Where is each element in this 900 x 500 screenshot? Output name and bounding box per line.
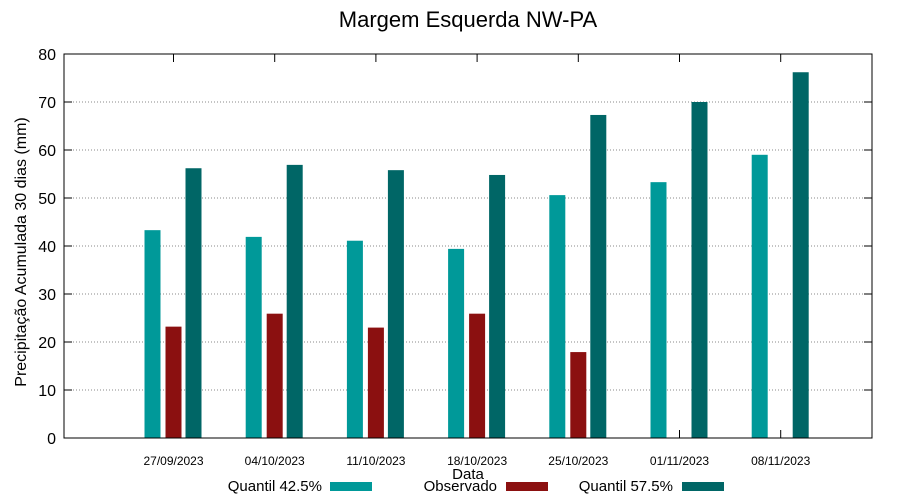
- y-tick-label: 40: [38, 239, 56, 256]
- y-axis-ticks: 0 10 20 30 40 50 60 70 80: [38, 47, 872, 448]
- bar-observado-1: [165, 326, 182, 438]
- legend: Quantil 42.5% Observado Quantil 57.5%: [228, 478, 724, 495]
- bar-quantil-42-5-6: [650, 182, 667, 438]
- x-axis-label: Data: [452, 466, 484, 483]
- y-tick-label: 70: [38, 95, 56, 112]
- x-tick-label: 18/10/2023: [447, 454, 507, 468]
- bar-quantil-42-5-7: [751, 154, 768, 439]
- legend-label: Quantil 42.5%: [228, 478, 322, 495]
- bar-observado-2: [266, 313, 283, 438]
- y-tick-label: 50: [38, 191, 56, 208]
- x-tick-label: 25/10/2023: [548, 454, 608, 468]
- legend-swatch: [330, 482, 372, 491]
- x-tick-label: 04/10/2023: [245, 454, 305, 468]
- bar-quantil-57-5-4: [489, 174, 506, 438]
- bar-observado-3: [367, 327, 384, 438]
- bar-quantil-57-5-1: [185, 168, 202, 439]
- bar-quantil-57-5-7: [792, 72, 809, 439]
- bars: [144, 72, 809, 439]
- bar-quantil-42-5-4: [448, 248, 465, 438]
- x-tick-label: 01/11/2023: [650, 454, 709, 468]
- plot-frame: [63, 53, 873, 439]
- y-tick-label: 20: [38, 335, 56, 352]
- y-tick-label: 30: [38, 287, 56, 304]
- bar-observado-4: [469, 313, 486, 438]
- y-tick-label: 60: [38, 143, 56, 160]
- y-tick-label: 80: [38, 47, 56, 64]
- bar-quantil-42-5-3: [346, 240, 363, 438]
- x-tick-label: 11/10/2023: [346, 454, 405, 468]
- chart-title: Margem Esquerda NW-PA: [339, 7, 598, 32]
- legend-swatch: [682, 482, 724, 491]
- x-axis-ticks: 27/09/2023 04/10/2023 11/10/2023 18/10/2023…: [143, 54, 811, 468]
- bar-quantil-57-5-2: [286, 164, 303, 438]
- bar-quantil-57-5-3: [387, 170, 404, 438]
- legend-swatch: [506, 482, 548, 491]
- bar-quantil-42-5-1: [144, 230, 161, 438]
- bar-quantil-57-5-6: [691, 102, 708, 438]
- x-tick-label: 08/11/2023: [751, 454, 810, 468]
- grid-lines: [64, 101, 872, 391]
- legend-label: Quantil 57.5%: [579, 478, 673, 495]
- y-axis-label: Precipitação Acumulada 30 dias (mm): [13, 117, 30, 386]
- bar-quantil-57-5-5: [590, 114, 607, 439]
- legend-label: Observado: [424, 478, 497, 495]
- bar-quantil-42-5-5: [549, 195, 566, 438]
- x-tick-label: 27/09/2023: [143, 454, 203, 468]
- y-tick-label: 0: [47, 431, 56, 448]
- bar-quantil-42-5-2: [245, 236, 262, 438]
- bar-observado-5: [570, 352, 587, 438]
- y-tick-label: 10: [38, 383, 56, 400]
